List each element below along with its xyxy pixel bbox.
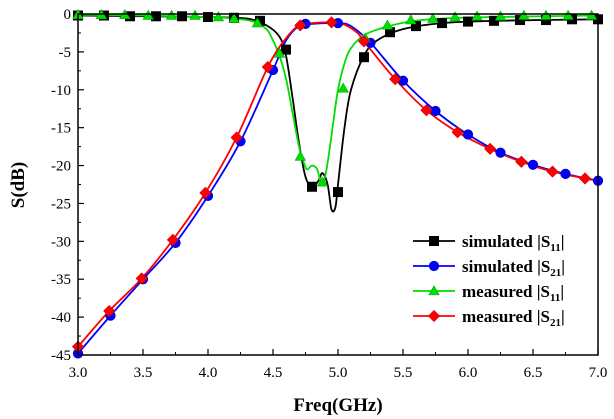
y-tick-label: -45 <box>51 348 71 364</box>
simulated-s21-point <box>496 148 506 158</box>
measured-s11-point <box>519 10 529 19</box>
measured-s21-point <box>579 173 590 184</box>
measured-s11-point <box>190 10 200 19</box>
measured-s21-point <box>452 127 463 138</box>
legend-label: simulated |S21| <box>462 257 565 279</box>
x-tick-label: 3.0 <box>69 365 88 381</box>
x-axis-title: Freq(GHz) <box>293 395 382 416</box>
simulated-s11-point <box>360 53 369 62</box>
measured-s21-point <box>547 166 558 177</box>
simulated-s21-point <box>463 130 473 140</box>
measured-s21-point <box>516 156 527 167</box>
x-tick-label: 4.0 <box>199 365 218 381</box>
x-tick-label: 6.5 <box>524 365 543 381</box>
y-tick-label: -15 <box>51 121 71 137</box>
measured-s11-point <box>541 10 551 19</box>
legend-marker <box>430 237 439 246</box>
series-layer <box>78 15 598 354</box>
simulated-s21-point <box>431 106 441 116</box>
y-tick-label: -5 <box>59 45 72 61</box>
measured-s11-point <box>495 11 505 20</box>
x-tick-label: 4.5 <box>264 365 283 381</box>
y-tick-label: -35 <box>51 272 71 288</box>
y-axis: 0 -5 -10 -15 -20 -25 -30 -35 -40 -45 <box>51 7 84 364</box>
legend: simulated |S11| simulated |S21| measured |… <box>413 232 565 329</box>
x-tick-label: 6.0 <box>459 365 478 381</box>
legend-item-simulated-s21: simulated |S21| <box>413 257 565 279</box>
legend-item-measured-s21: measured |S21| <box>413 307 565 329</box>
x-tick-label: 5.0 <box>329 365 348 381</box>
legend-marker <box>429 261 439 271</box>
x-tick-label: 5.5 <box>394 365 413 381</box>
simulated-s11-point <box>464 17 473 26</box>
y-axis-title: S(dB) <box>8 162 29 208</box>
legend-label: simulated |S11| <box>462 232 564 254</box>
simulated-s11-point <box>282 45 291 54</box>
legend-item-simulated-s11: simulated |S11| <box>413 232 564 254</box>
simulated-s11-point <box>178 12 187 21</box>
y-tick-label: -10 <box>51 83 71 99</box>
legend-label: measured |S11| <box>462 282 564 304</box>
simulated-s11-line <box>78 16 598 212</box>
simulated-s21-point <box>528 160 538 170</box>
measured-s11-point <box>450 12 460 21</box>
x-tick-label: 3.5 <box>134 365 153 381</box>
y-tick-label: -40 <box>51 310 71 326</box>
measured-s11-point <box>406 15 416 24</box>
measured-s11-point <box>295 151 305 160</box>
measured-s11-point <box>472 11 482 20</box>
measured-s11-point <box>166 10 176 19</box>
legend-marker <box>428 310 439 321</box>
legend-label: measured |S21| <box>462 307 565 329</box>
simulated-s21-point <box>561 169 571 179</box>
x-axis: 3.0 3.5 4.0 4.5 5.0 5.5 6.0 6.5 7.0 <box>69 349 608 381</box>
simulated-s11-point <box>334 188 343 197</box>
simulated-s11-point <box>308 182 317 191</box>
y-tick-label: -25 <box>51 196 71 212</box>
y-tick-label: -30 <box>51 234 71 250</box>
simulated-s11-point <box>438 19 447 28</box>
x-tick-label: 7.0 <box>589 365 608 381</box>
legend-item-measured-s11: measured |S11| <box>413 282 564 304</box>
y-tick-label: -20 <box>51 159 71 175</box>
y-tick-label: 0 <box>64 7 72 23</box>
